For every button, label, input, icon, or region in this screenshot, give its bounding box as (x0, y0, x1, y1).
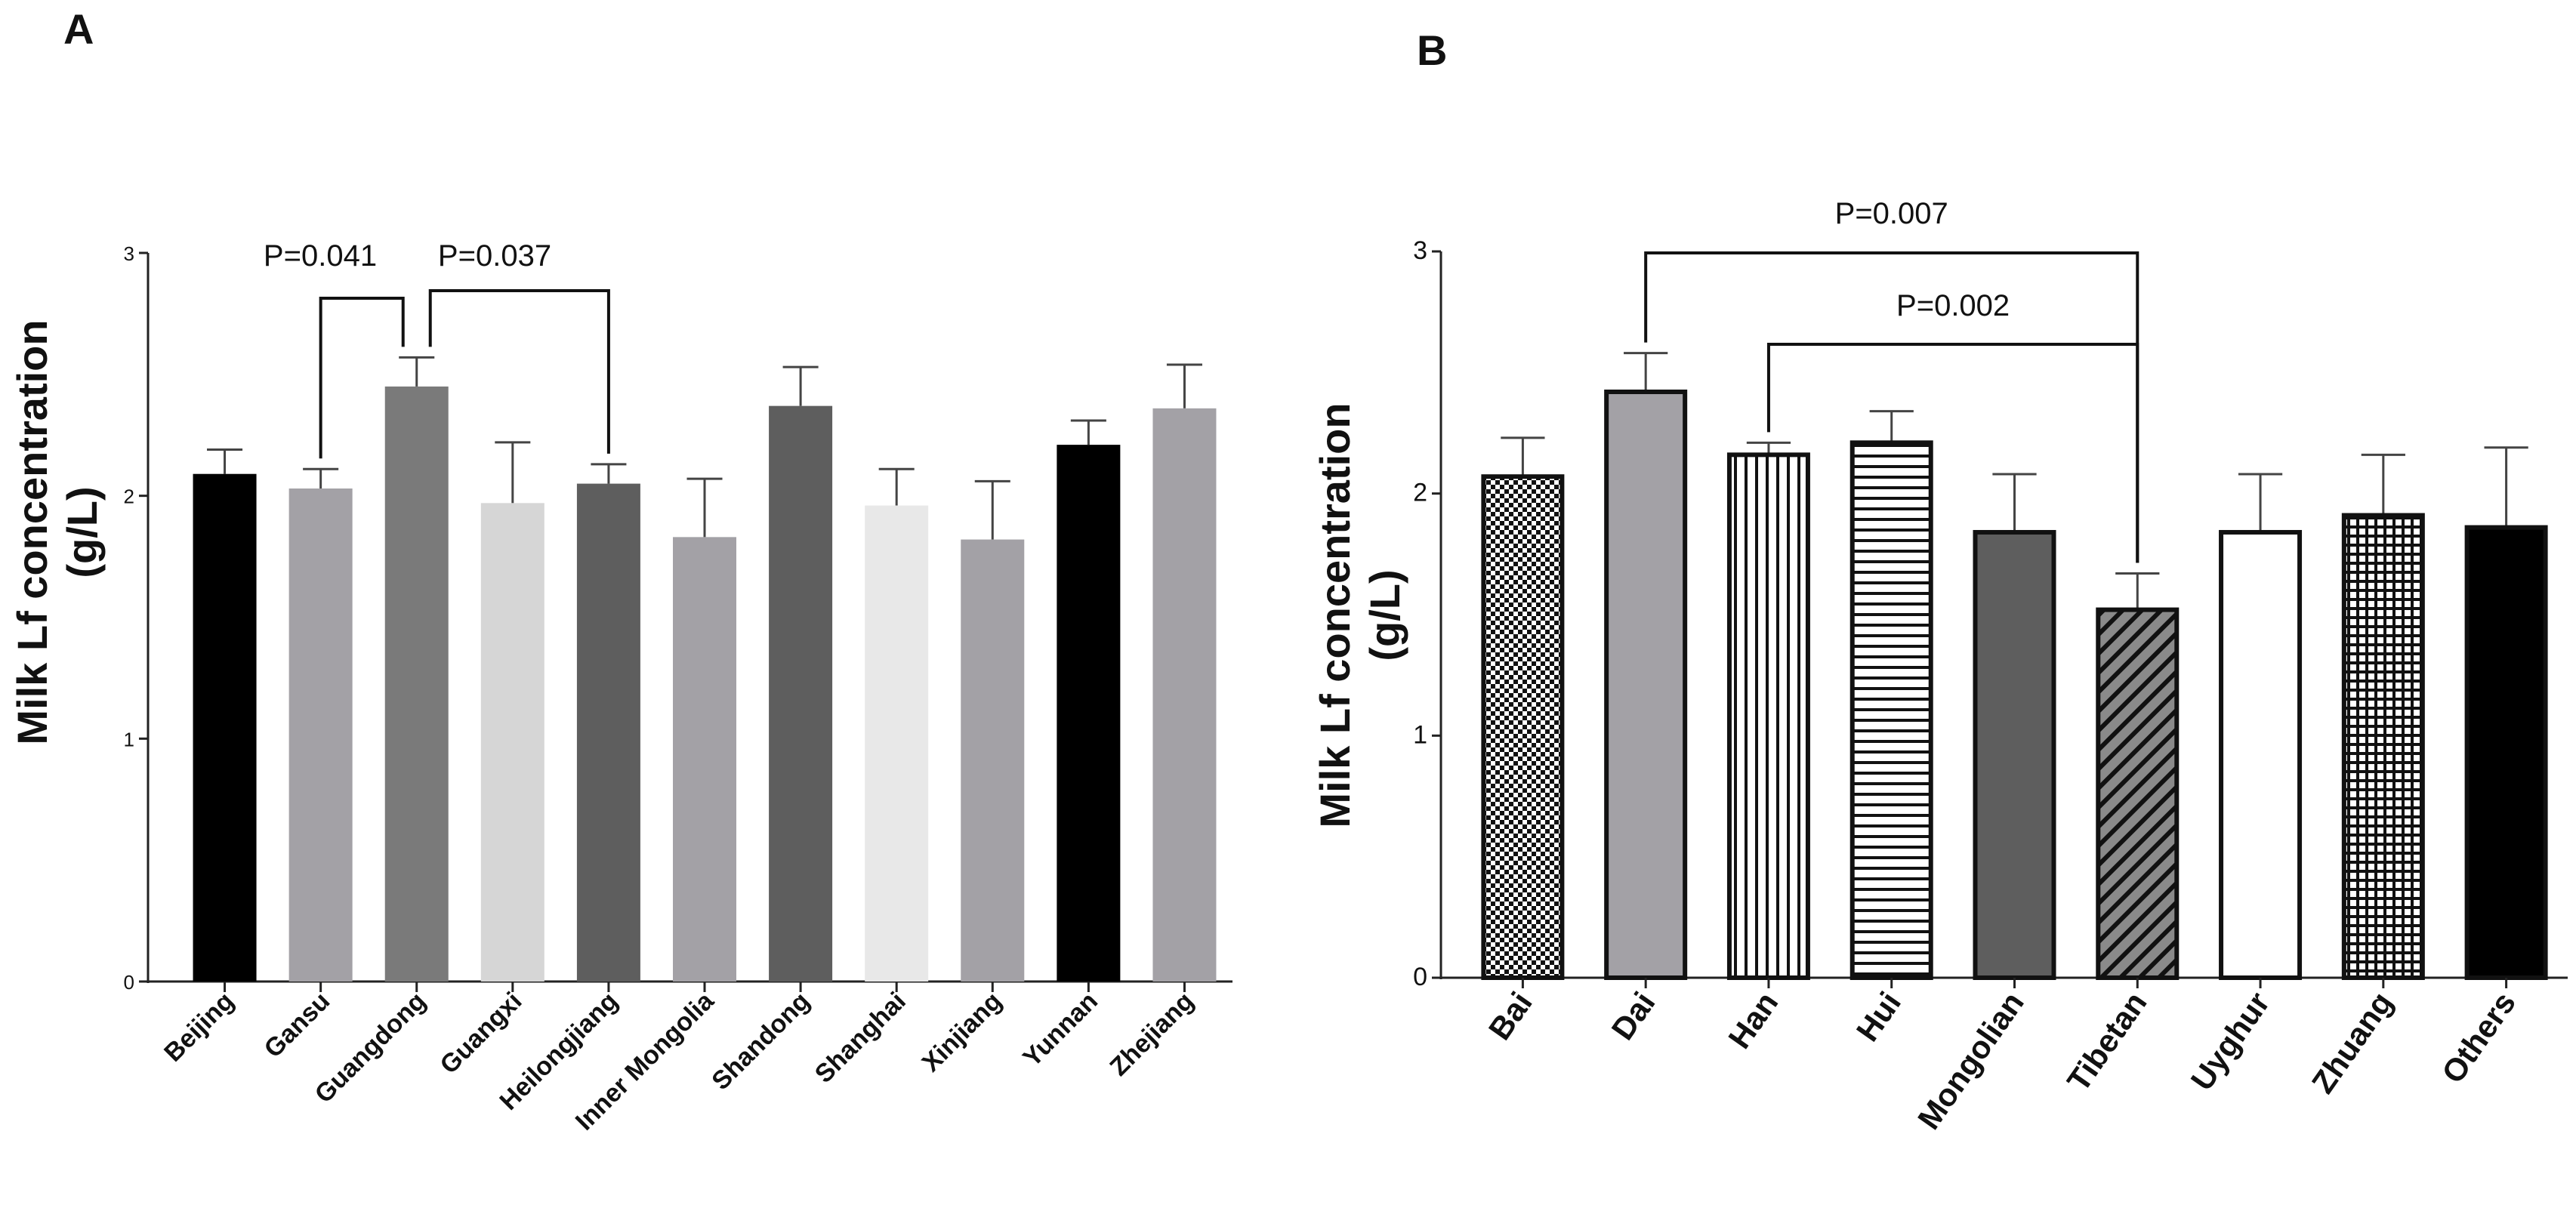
panel-b-letter: B (1417, 26, 1447, 74)
panel-a-category-label: Guangxi (434, 987, 527, 1080)
panel-b-bar-hui (1849, 440, 1933, 980)
panel-b-category-label: Zhuang (2305, 985, 2399, 1099)
panel-b-plot: 0 1 2 3 Bai Dai Han Hui Mongolian Tibetan Uyghur Zh… (1413, 197, 2568, 1136)
panel-b-ytick-label: 1 (1413, 720, 1427, 749)
panel-a-letter: A (63, 5, 94, 53)
panel-a-pvalue-2: P=0.037 (438, 239, 551, 273)
panel-b-bar-han (1726, 452, 1810, 980)
panel-b-bar-zhuang (2341, 513, 2425, 980)
panel-b-category-label: Uyghur (2184, 985, 2277, 1096)
panel-a-category-label: Gansu (259, 987, 336, 1064)
panel-a-ytick-label: 1 (124, 728, 134, 750)
panel-a-bar-gansu (288, 488, 353, 982)
panel-a-ylabel-line1: Milk Lf concentration (8, 319, 56, 744)
panel-b-category-label: Hui (1849, 985, 1908, 1047)
panel-a-ytick-label: 2 (124, 485, 134, 508)
panel-b-pvalue-1: P=0.007 (1835, 197, 1948, 230)
panel-b-ylabel: Milk Lf concentration (g/L) (1311, 402, 1408, 827)
panel-b-bar-uyghur (2219, 529, 2303, 980)
panel-a-bar-yunnan (1057, 445, 1121, 982)
panel-a-category-label: Shanghai (810, 987, 912, 1089)
panel-b-category-label: Dai (1605, 985, 1662, 1046)
panel-b-bar-dai (1604, 389, 1688, 980)
panel-b-ytick-label: 2 (1413, 479, 1427, 507)
panel-b-bar-others (2464, 525, 2548, 980)
panel-a-category-label: Xinjiang (917, 987, 1007, 1077)
panel-a-category-label: Yunnan (1017, 987, 1103, 1073)
panel-a-bar-beijing (193, 473, 257, 982)
panel-b-bar-mongolian (1973, 529, 2056, 980)
panel-a-category-label: Beijing (159, 987, 239, 1068)
panel-a-bracket-1 (319, 297, 405, 459)
panel-a-bar-zhejiang (1152, 408, 1217, 982)
panel-a-ylabel: Milk Lf concentration (g/L) (8, 319, 106, 744)
panel-a-ytick-label: 3 (124, 242, 134, 265)
panel-a-category-label: Zhejiang (1104, 987, 1199, 1082)
panel-a-bar-inner-mongolia (673, 537, 736, 982)
panel-a-bar-xinjiang (961, 539, 1025, 982)
panel-a-bar-guangxi (480, 503, 545, 982)
panel-b-category-label: Tibetan (2060, 985, 2154, 1098)
panel-b-ytick-label: 0 (1413, 963, 1427, 991)
panel-b-bar-tibetan (2096, 607, 2180, 980)
panel-b-category-label: Bai (1482, 985, 1539, 1046)
panel-b-category-label: Others (2435, 985, 2522, 1089)
panel-a-bar-guangdong (384, 386, 449, 982)
panel-b-pvalue-2: P=0.002 (1896, 289, 2010, 322)
panel-b-category-label: Mongolian (1911, 985, 2031, 1136)
panel-b-ytick-label: 3 (1413, 236, 1427, 265)
panel-a-pvalue-1: P=0.041 (264, 239, 377, 273)
panel-b-ylabel-line1: Milk Lf concentration (1311, 402, 1359, 827)
panel-a-ylabel-line2: (g/L) (58, 486, 106, 578)
panel-b-bar-bai (1481, 474, 1565, 980)
panel-a-bar-shandong (769, 405, 833, 982)
panel-a-bar-heilongjiang (576, 483, 640, 982)
panel-b-ylabel-line2: (g/L) (1361, 569, 1408, 661)
panel-a-bar-shanghai (865, 505, 929, 982)
panel-a-bracket-2 (428, 289, 610, 454)
panel-b-category-label: Han (1721, 985, 1785, 1055)
panel-a-category-label: Shandong (706, 987, 815, 1096)
panel-a-ytick-label: 0 (124, 971, 134, 994)
panel-b-bracket-2 (1766, 343, 2139, 563)
